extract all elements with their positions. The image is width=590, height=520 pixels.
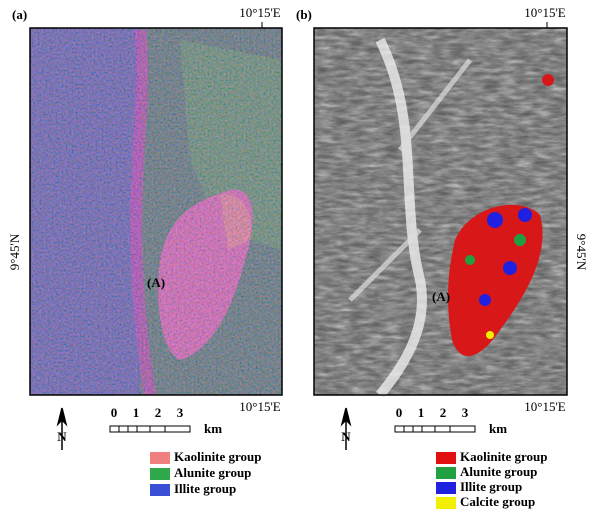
legend-label: Alunite group	[174, 465, 251, 480]
legend-label: Illite group	[460, 479, 522, 494]
site-label: (A)	[147, 275, 165, 290]
legend-swatch	[436, 497, 456, 509]
north-label: N	[57, 429, 67, 444]
legend-label: Alunite group	[460, 464, 537, 479]
legend-label: Kaolinite group	[174, 449, 262, 464]
latitude: 9°45'N	[7, 233, 22, 270]
scale-tick-label: 2	[155, 405, 162, 420]
site-label: (A)	[432, 289, 450, 304]
scale-tick-label: 2	[440, 405, 447, 420]
figure: (a)10°15'E9°45'N(A)10°15'EN0123kmKaolini…	[0, 0, 590, 520]
top-longitude: 10°15'E	[524, 5, 566, 20]
bottom-longitude: 10°15'E	[524, 399, 566, 414]
bottom-longitude: 10°15'E	[239, 399, 281, 414]
legend-swatch	[150, 452, 170, 464]
scale-tick-label: 3	[177, 405, 184, 420]
scale-tick-label: 0	[396, 405, 403, 420]
legend-label: Kaolinite group	[460, 449, 548, 464]
scale-unit: km	[489, 421, 507, 436]
top-longitude: 10°15'E	[239, 5, 281, 20]
image-a	[30, 28, 282, 395]
scale-tick-label: 0	[111, 405, 118, 420]
legend-swatch	[150, 468, 170, 480]
scale-unit: km	[204, 421, 222, 436]
north-label: N	[341, 429, 351, 444]
scale-tick-label: 1	[418, 405, 425, 420]
legend-swatch	[436, 482, 456, 494]
panel-label: (b)	[296, 7, 312, 22]
legend-swatch	[436, 452, 456, 464]
legend-swatch	[150, 484, 170, 496]
scale-tick-label: 3	[462, 405, 469, 420]
legend-swatch	[436, 467, 456, 479]
legend-label: Calcite group	[460, 494, 535, 509]
panel-label: (a)	[12, 7, 27, 22]
latitude: 9°45'N	[574, 234, 589, 271]
legend-label: Illite group	[174, 481, 236, 496]
scale-tick-label: 1	[133, 405, 140, 420]
image-b	[314, 28, 567, 395]
